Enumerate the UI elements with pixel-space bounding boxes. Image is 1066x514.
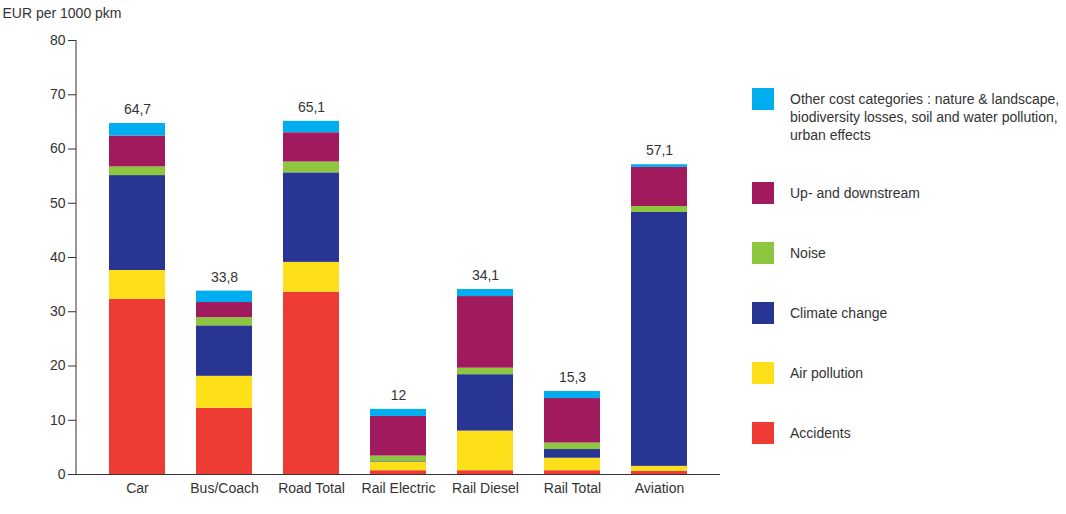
svg-text:15,3: 15,3 (559, 369, 586, 385)
svg-text:60: 60 (50, 140, 66, 156)
html-text:Climate change: Climate change (790, 305, 888, 321)
svg-text:70: 70 (50, 86, 66, 102)
html-text:Accidents: Accidents (790, 425, 851, 441)
svg-text:57,1: 57,1 (646, 142, 673, 158)
html-text:Other cost categories : nature: Other cost categories : nature & landsca… (790, 91, 1060, 143)
svg-text:12: 12 (391, 387, 407, 403)
svg-text:Rail Total: Rail Total (544, 480, 601, 496)
svg-text:Aviation: Aviation (635, 480, 685, 496)
svg-text:Road Total: Road Total (278, 480, 345, 496)
svg-text:0: 0 (58, 466, 66, 482)
svg-text:10: 10 (50, 412, 66, 428)
svg-text:65,1: 65,1 (298, 99, 325, 115)
html-text:Air pollution: Air pollution (790, 365, 864, 381)
svg-text:Rail Electric: Rail Electric (362, 480, 436, 496)
svg-text:EUR per 1000 pkm: EUR per 1000 pkm (2, 5, 121, 21)
svg-text:33,8: 33,8 (211, 269, 238, 285)
svg-text:30: 30 (50, 303, 66, 319)
svg-text:20: 20 (50, 357, 66, 373)
svg-text:Car: Car (126, 480, 149, 496)
html-text:Up- and downstream: Up- and downstream (790, 185, 920, 201)
svg-text:80: 80 (50, 32, 66, 48)
svg-text:50: 50 (50, 195, 66, 211)
svg-text:40: 40 (50, 249, 66, 265)
svg-text:64,7: 64,7 (124, 101, 151, 117)
svg-text:34,1: 34,1 (472, 267, 499, 283)
svg-text:Rail Diesel: Rail Diesel (452, 480, 519, 496)
svg-text:Bus/Coach: Bus/Coach (190, 480, 258, 496)
html-text:Noise: Noise (790, 245, 826, 261)
